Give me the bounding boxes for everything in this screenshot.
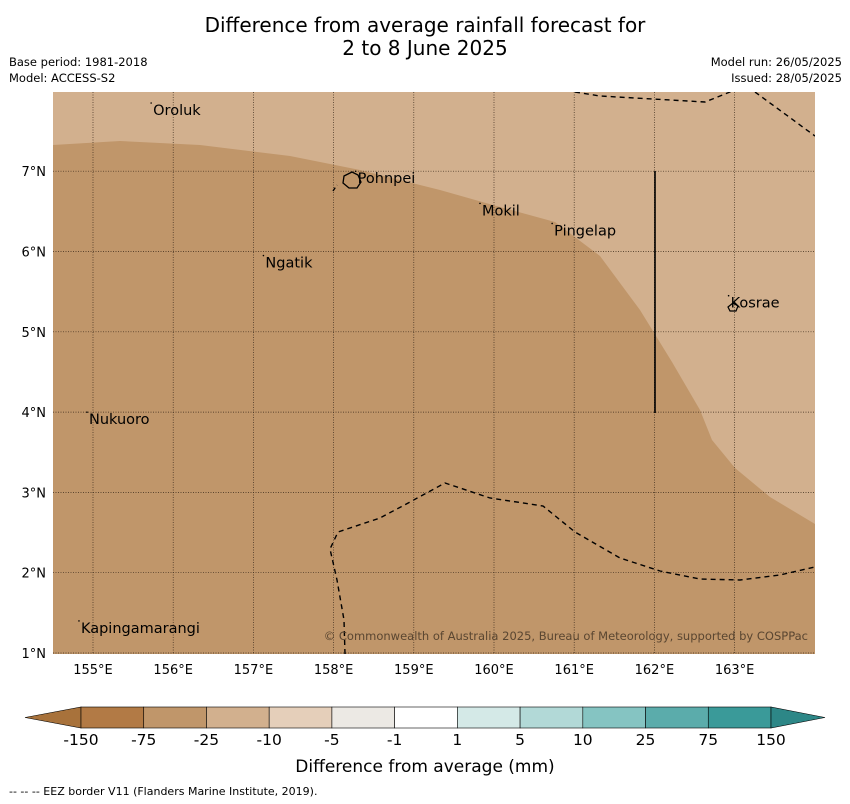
colorbar-tick-label: 5 [515,731,525,749]
model-run: Model run: 26/05/2025 [710,55,842,69]
colorbar-tick-label: -75 [131,731,156,749]
eez-footnote: -- -- -- EEZ border V11 (Flanders Marine… [9,785,318,798]
colorbar-extend-high [770,706,826,729]
longitude-tick-label: 155°E [73,663,113,678]
longitude-tick-label: 162°E [635,663,675,678]
latitude-tick-label: 2°N [22,567,47,582]
latitude-tick-label: 1°N [22,647,47,662]
place-marker [551,222,553,225]
longitude-tick-label: 158°E [314,663,354,678]
place-label-pingelap: Pingelap [554,223,616,239]
longitude-tick-label: 163°E [715,663,755,678]
place-marker [727,294,730,297]
colorbar-tick-label: -5 [324,731,339,749]
colorbar-tick-label: -25 [194,731,219,749]
place-label-ngatik: Ngatik [265,256,313,272]
colorbar: -150 -75 -25 -10 -5 -1 1 5 10 25 75 150 [24,706,826,749]
colorbar-tick-label: -1 [387,731,402,749]
model-name: Model: ACCESS-S2 [9,71,116,85]
colorbar-segment [268,706,333,729]
rainfall-zone-minus-75-to-25 [53,141,815,654]
colorbar-tick-label: 75 [698,731,718,749]
place-marker [86,411,88,413]
latitude-tick-label: 4°N [22,406,47,421]
kosrae-island-outline [727,302,739,312]
copyright-text: © Commonwealth of Australia 2025, Bureau… [324,629,808,643]
colorbar-tick-label: -10 [257,731,282,749]
colorbar-segment [331,706,395,729]
place-label-pohnpei: Pohnpei [358,171,416,187]
issued-date: Issued: 28/05/2025 [731,71,842,85]
longitude-tick-label: 160°E [474,663,514,678]
colorbar-segment [457,706,521,729]
colorbar-segment [143,706,207,729]
colorbar-segment [645,706,709,729]
longitude-tick-label: 159°E [394,663,434,678]
place-marker [479,202,481,205]
eez-border-pohnpei-stub [332,184,338,192]
pohnpei-island-outline [342,171,362,189]
place-label-kapingamarangi: Kapingamarangi [81,621,200,637]
longitude-tick-label: 157°E [234,663,274,678]
longitude-tick-labels: 155°E 156°E 157°E 158°E 159°E 160°E 161°E 162°E… [73,663,754,678]
latitude-tick-label: 3°N [22,486,47,501]
colorbar-segment [707,706,772,729]
latitude-tick-label: 5°N [22,326,47,341]
place-label-oroluk: Oroluk [153,103,201,119]
place-label-kosrae: Kosrae [731,296,780,312]
eez-border-south [329,482,815,654]
colorbar-tick-label: 150 [756,731,786,749]
latitude-tick-labels: 1°N 2°N 3°N 4°N 5°N 6°N 7°N [22,165,47,662]
place-label-nukuoro: Nukuoro [89,412,150,428]
eez-border-north [574,92,815,137]
longitude-tick-label: 156°E [153,663,193,678]
colorbar-tick-label: 25 [636,731,656,749]
colorbar-segment [519,706,584,729]
place-marker [354,170,357,173]
colorbar-extend-low [24,706,82,729]
colorbar-tick-label: 10 [573,731,593,749]
place-marker [150,102,152,104]
latitude-tick-label: 6°N [22,246,47,261]
place-label-mokil: Mokil [482,203,520,219]
place-marker [78,620,80,622]
map-title-line2: 2 to 8 June 2025 [342,36,508,60]
colorbar-segment [80,706,145,729]
longitude-tick-label: 161°E [554,663,594,678]
map-title-line1: Difference from average rainfall forecas… [204,13,646,37]
colorbar-segment [206,706,270,729]
colorbar-segment [582,706,646,729]
place-marker [262,254,265,257]
colorbar-tick-label: -150 [63,731,98,749]
graticule [53,92,815,654]
colorbar-tick-label: 1 [452,731,462,749]
latitude-tick-label: 7°N [22,165,47,180]
base-period: Base period: 1981-2018 [9,55,148,69]
colorbar-title: Difference from average (mm) [295,757,555,777]
colorbar-segment [394,706,458,729]
place-labels: Oroluk Pohnpei Mokil Pingelap Ngatik Kosrae Nu… [78,102,780,637]
